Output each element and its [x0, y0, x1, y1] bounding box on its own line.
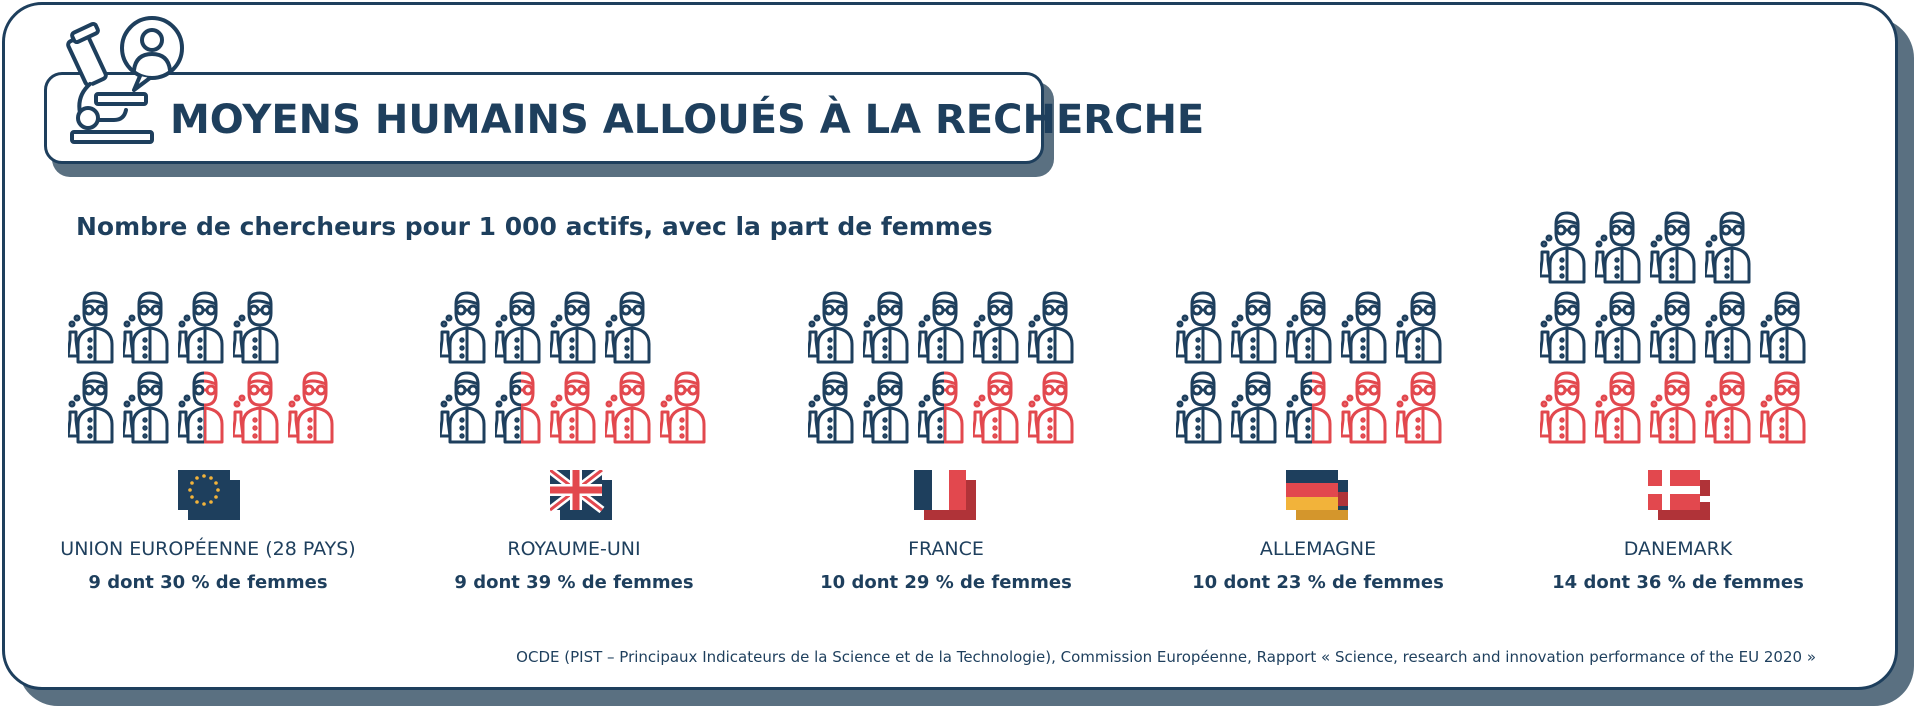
- researcher-icon: [233, 291, 279, 364]
- female-researcher-icon: [288, 371, 334, 444]
- researcher-icon: [808, 291, 854, 364]
- researcher-icon: [605, 291, 651, 364]
- female-researcher-icon: [1595, 371, 1641, 444]
- researcher-icon: [1595, 211, 1641, 284]
- researcher-icon: [1650, 211, 1696, 284]
- title-box: [44, 72, 1044, 164]
- researcher-icon: [1396, 291, 1442, 364]
- france-flag-icon: [914, 470, 976, 520]
- country-stat: 9 dont 39 % de femmes: [454, 572, 694, 593]
- researcher-icon: [68, 371, 114, 444]
- country-stat: 9 dont 30 % de femmes: [88, 572, 328, 593]
- researcher-icon: [1705, 211, 1751, 284]
- partial-female-researcher-icon: [918, 371, 964, 444]
- researcher-icon: [1650, 291, 1696, 364]
- female-researcher-icon: [1650, 371, 1696, 444]
- researcher-icon: [495, 291, 541, 364]
- researcher-icon: [1540, 291, 1586, 364]
- researcher-icon: [973, 291, 1019, 364]
- researcher-icon: [1176, 291, 1222, 364]
- researcher-icon: [440, 371, 486, 444]
- female-researcher-icon: [1540, 371, 1586, 444]
- eu-flag-icon: [178, 470, 240, 520]
- female-researcher-icon: [660, 371, 706, 444]
- country-stat: 14 dont 36 % de femmes: [1552, 572, 1804, 593]
- researcher-icon: [123, 371, 169, 444]
- researcher-icon: [1028, 291, 1074, 364]
- researcher-icon: [1540, 211, 1586, 284]
- female-researcher-icon: [973, 371, 1019, 444]
- chart-subtitle: Nombre de chercheurs pour 1 000 actifs, …: [76, 212, 993, 241]
- female-researcher-icon: [1760, 371, 1806, 444]
- researcher-icon: [1231, 291, 1277, 364]
- source-note: OCDE (PIST – Principaux Indicateurs de l…: [516, 648, 1816, 666]
- researcher-icon: [1231, 371, 1277, 444]
- researcher-icon: [1341, 291, 1387, 364]
- researcher-icon: [1286, 291, 1332, 364]
- researcher-icon: [863, 291, 909, 364]
- researcher-icon: [123, 291, 169, 364]
- researcher-icon: [68, 291, 114, 364]
- researcher-icon: [808, 371, 854, 444]
- researcher-icon: [918, 291, 964, 364]
- country-stat: 10 dont 23 % de femmes: [1192, 572, 1444, 593]
- partial-female-researcher-icon: [178, 371, 224, 444]
- researcher-icon: [550, 291, 596, 364]
- country-name: UNION EUROPÉENNE (28 PAYS): [60, 538, 356, 560]
- female-researcher-icon: [1705, 371, 1751, 444]
- researcher-icon: [1705, 291, 1751, 364]
- female-researcher-icon: [1341, 371, 1387, 444]
- denmark-flag-icon: [1648, 470, 1710, 520]
- page-title: MOYENS HUMAINS ALLOUÉS À LA RECHERCHE: [170, 97, 1205, 143]
- female-researcher-icon: [1028, 371, 1074, 444]
- country-name: ROYAUME-UNI: [507, 538, 641, 560]
- country-name: ALLEMAGNE: [1259, 538, 1377, 560]
- female-researcher-icon: [605, 371, 651, 444]
- researcher-icon: [1176, 371, 1222, 444]
- researcher-icon: [1595, 291, 1641, 364]
- country-stat: 10 dont 29 % de femmes: [820, 572, 1072, 593]
- female-researcher-icon: [550, 371, 596, 444]
- partial-female-researcher-icon: [1286, 371, 1332, 444]
- researcher-icon: [863, 371, 909, 444]
- researcher-icon: [440, 291, 486, 364]
- microscope-researcher-icon: [66, 16, 184, 144]
- researcher-icon: [178, 291, 224, 364]
- female-researcher-icon: [1396, 371, 1442, 444]
- partial-female-researcher-icon: [495, 371, 541, 444]
- country-name: DANEMARK: [1623, 538, 1733, 560]
- uk-flag-icon: [550, 470, 612, 520]
- germany-flag-icon: [1286, 470, 1348, 520]
- researcher-icon: [1760, 291, 1806, 364]
- country-name: FRANCE: [908, 538, 984, 560]
- female-researcher-icon: [233, 371, 279, 444]
